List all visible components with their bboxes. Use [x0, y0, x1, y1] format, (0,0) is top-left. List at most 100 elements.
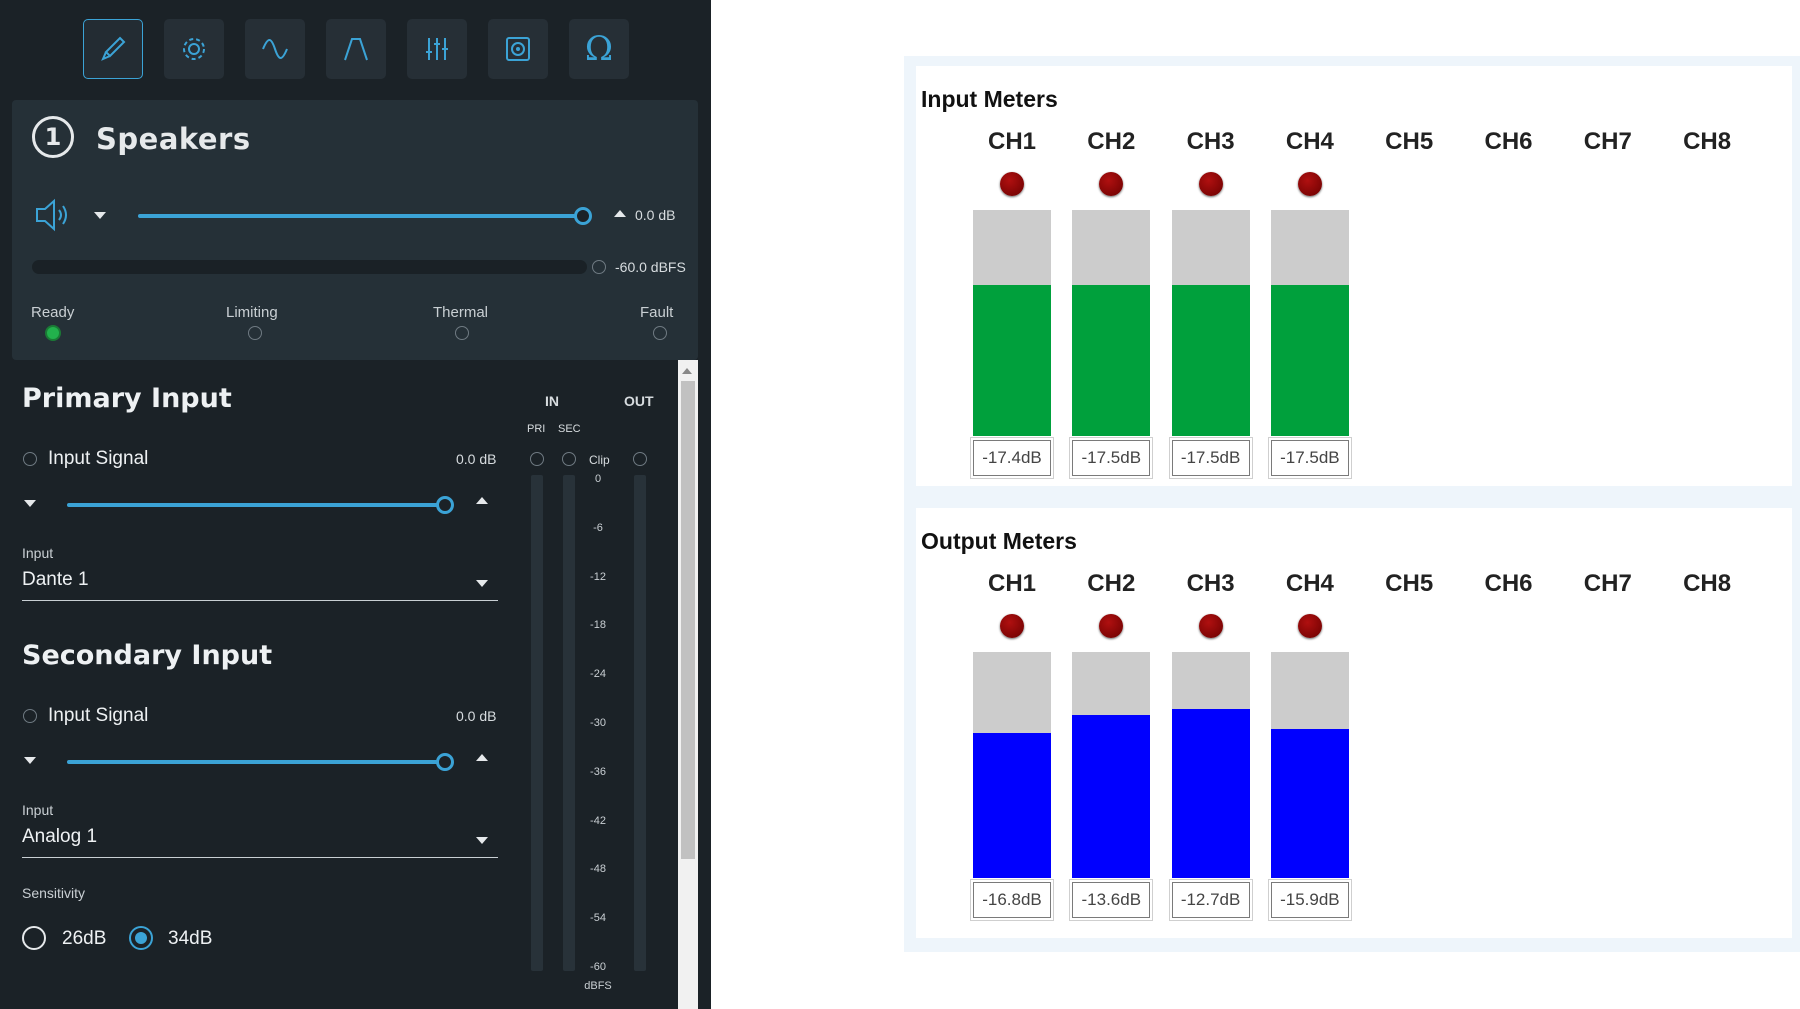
output-channel-label: CH7 [1583, 570, 1632, 597]
out-meter-header: OUT [624, 393, 654, 409]
brush-button[interactable] [83, 19, 143, 79]
input-channel-label: CH8 [1683, 128, 1732, 155]
omega-icon: Ω [584, 29, 614, 69]
clip-indicator [592, 260, 606, 274]
input-channel-label: CH6 [1484, 128, 1533, 155]
secondary-gain-slider-knob[interactable] [436, 753, 454, 771]
clip-label: Clip [589, 453, 610, 467]
pri-level-meter [531, 475, 543, 971]
primary-gain-slider-knob[interactable] [436, 496, 454, 514]
input-channel-label: CH5 [1385, 128, 1434, 155]
sensitivity-34db-radio[interactable] [129, 926, 153, 950]
dbfs-scale-tick: 0 [594, 473, 602, 485]
input-clip-led [1099, 172, 1124, 196]
secondary-input-select[interactable]: Analog 1 [22, 826, 98, 847]
output-level-fill [1270, 728, 1349, 878]
primary-input-select-underline [22, 600, 498, 601]
dbfs-scale-tick: -12 [590, 570, 606, 583]
output-db-readout: -16.8dB [973, 882, 1051, 918]
secondary-input-select-label: Input [22, 802, 54, 818]
eq-curve-button[interactable] [245, 19, 305, 79]
input-channel-label: CH2 [1087, 128, 1136, 155]
primary-gain-down-caret[interactable] [24, 500, 36, 507]
sensitivity-34db-label[interactable]: 34dB [168, 928, 213, 949]
output-channel-label: CH6 [1484, 570, 1533, 597]
primary-input-select-label: Input [22, 545, 54, 561]
secondary-gain-readout: 0.0 dB [456, 708, 497, 724]
output-channel-label: CH8 [1683, 570, 1732, 597]
primary-input-select-caret[interactable] [476, 580, 488, 587]
speaker-card: 1 Speakers 0.0 dB -60.0 dBFS Ready Limit… [12, 100, 698, 360]
secondary-gain-down-caret[interactable] [24, 757, 36, 764]
speaker-title: Speakers [96, 122, 251, 156]
mixer-button[interactable] [407, 19, 467, 79]
pri-clip-led [530, 452, 544, 466]
dbfs-scale-tick: -18 [590, 619, 606, 632]
settings-button[interactable] [164, 19, 224, 79]
output-level-meter [1270, 652, 1349, 878]
status-ready-led [45, 325, 61, 341]
output-db-readout: -15.9dB [1270, 882, 1349, 918]
in-meter-header: IN [545, 393, 559, 409]
dbfs-scale-tick: -30 [590, 717, 606, 729]
filter-icon [344, 38, 368, 61]
sensitivity-26db-label[interactable]: 26dB [62, 928, 107, 949]
scrollbar-thumb[interactable] [681, 381, 695, 859]
primary-gain-readout: 0.0 dB [456, 451, 497, 467]
input-channel-label: CH4 [1285, 128, 1334, 155]
input-level-fill [973, 284, 1051, 436]
input-clip-led [1198, 172, 1223, 196]
secondary-gain-up-caret[interactable] [476, 754, 488, 761]
volume-dropdown-caret[interactable] [94, 212, 106, 219]
omega-button[interactable]: Ω [569, 19, 629, 79]
volume-icon[interactable] [34, 198, 74, 232]
output-channel-label: CH5 [1385, 570, 1434, 597]
speaker-number-badge: 1 [32, 116, 74, 158]
input-channel-label: CH7 [1583, 128, 1632, 155]
volume-up-caret[interactable] [614, 210, 626, 217]
secondary-input-select-underline [22, 857, 498, 858]
output-clip-led [1198, 614, 1223, 638]
volume-slider-knob[interactable] [574, 207, 592, 225]
volume-slider-track[interactable] [138, 214, 588, 218]
secondary-input-select-caret[interactable] [476, 837, 488, 844]
sec-meter-label: SEC [558, 423, 581, 435]
sensitivity-26db-radio[interactable] [22, 926, 46, 950]
dbfs-scale-tick: -36 [590, 765, 606, 778]
sec-level-meter [563, 475, 575, 971]
filter-button[interactable] [326, 19, 386, 79]
output-level-meter [1171, 652, 1250, 878]
status-fault-label: Fault [640, 304, 674, 321]
primary-gain-slider-track[interactable] [67, 503, 449, 507]
output-level-meter [1072, 652, 1151, 878]
input-db-readout: -17.5dB [1072, 440, 1151, 476]
status-thermal-led [455, 326, 469, 340]
input-meters-panel: Input Meters CH1 -17.4dB CH2 -17.5dB CH3 -17.… [916, 66, 1792, 486]
scroll-up-arrow[interactable] [682, 368, 692, 374]
output-db-readout: -13.6dB [1072, 882, 1151, 918]
output-channel-label: CH3 [1186, 570, 1235, 597]
status-ready-label: Ready [31, 304, 75, 321]
pri-meter-label: PRI [527, 423, 546, 435]
sec-clip-led [562, 452, 576, 466]
dbfs-scale-tick: -48 [590, 863, 606, 876]
speaker-box-button[interactable] [488, 19, 548, 79]
output-clip-led [1297, 614, 1322, 638]
output-channel-label: CH4 [1285, 570, 1334, 597]
primary-gain-up-caret[interactable] [476, 497, 488, 504]
input-level-fill [1072, 284, 1151, 436]
dbfs-scale-tick: -54 [590, 912, 606, 925]
input-level-meter [973, 210, 1051, 436]
volume-db-readout: 0.0 dB [635, 207, 676, 223]
dbfs-scale-tick: -42 [590, 814, 606, 827]
primary-input-select[interactable]: Dante 1 [22, 569, 89, 590]
input-level-meter [1171, 210, 1250, 436]
input-level-fill [1270, 284, 1349, 436]
mixer-sliders-icon [426, 38, 448, 60]
secondary-signal-indicator [23, 709, 37, 723]
secondary-gain-slider-track[interactable] [67, 760, 449, 764]
output-channel-label: CH2 [1087, 570, 1136, 597]
output-meters-panel: Output Meters CH1 -16.8dB CH2 -13.6dB CH3 -12… [916, 508, 1792, 938]
meter-dbfs-readout: -60.0 dBFS [615, 259, 686, 275]
input-db-readout: -17.4dB [973, 440, 1051, 476]
